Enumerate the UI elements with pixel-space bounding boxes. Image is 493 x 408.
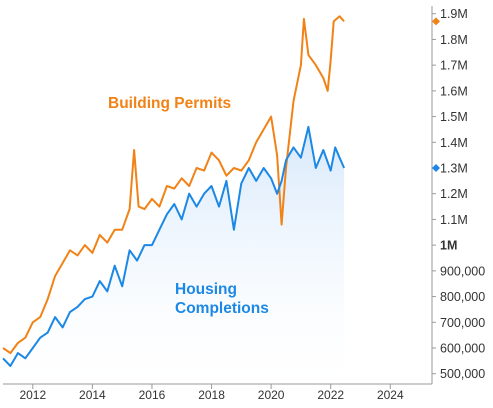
x-tick-label: 2018 bbox=[198, 388, 225, 402]
y-tick-label: 900,000 bbox=[440, 264, 485, 278]
y-tick-label: 1.6M bbox=[440, 84, 468, 98]
y-tick-label: 1.8M bbox=[440, 33, 468, 47]
x-tick-label: 2012 bbox=[19, 388, 46, 402]
y-tick-label: 1.1M bbox=[440, 213, 468, 227]
y-tick-label: 1.2M bbox=[440, 187, 468, 201]
x-tick-label: 2016 bbox=[139, 388, 166, 402]
y-tick-label: 1.5M bbox=[440, 110, 468, 124]
y-tick-label: 1M bbox=[440, 239, 457, 253]
housing-completions-end-marker bbox=[432, 164, 440, 172]
housing-completions-line bbox=[2, 125, 346, 367]
y-tick-label: 1.3M bbox=[440, 162, 468, 176]
y-tick-label: 800,000 bbox=[440, 290, 485, 304]
y-tick-label: 1.9M bbox=[440, 7, 468, 21]
building-permits-line bbox=[2, 15, 345, 355]
x-tick-label: 2014 bbox=[79, 388, 106, 402]
completions-area bbox=[3, 126, 345, 385]
building-permits-end-marker bbox=[432, 17, 440, 26]
y-tick-label: 1.4M bbox=[440, 136, 468, 150]
y-tick-label: 500,000 bbox=[440, 367, 485, 381]
housing-completions-label: Completions bbox=[175, 300, 269, 317]
y-tick-label: 600,000 bbox=[440, 342, 485, 356]
x-tick-label: 2022 bbox=[317, 388, 344, 402]
x-tick-label: 2024 bbox=[377, 388, 404, 402]
building-permits-label: Building Permits bbox=[108, 95, 231, 112]
x-tick-label: 2020 bbox=[258, 388, 285, 402]
housing-completions-label: Housing bbox=[175, 281, 237, 298]
y-tick-label: 700,000 bbox=[440, 316, 485, 330]
y-tick-label: 1.7M bbox=[440, 59, 468, 73]
